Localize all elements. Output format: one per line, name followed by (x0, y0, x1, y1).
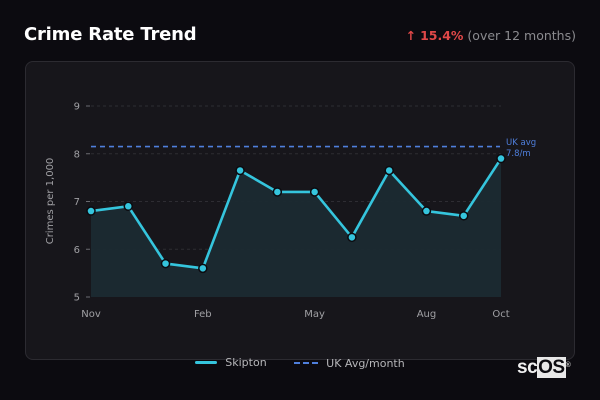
legend-item-uk-avg[interactable]: UK Avg/month (294, 357, 405, 370)
y-tick-label: 5 (74, 293, 80, 304)
data-point[interactable] (198, 263, 208, 274)
x-tick-label: May (304, 309, 325, 320)
data-point[interactable] (347, 232, 357, 243)
x-tick-label: Nov (81, 309, 101, 320)
data-point[interactable] (421, 206, 432, 216)
change-percent: 15.4% (420, 28, 464, 43)
x-axis-ticks: Nov Feb May Aug Oct (81, 309, 509, 320)
avg-annotation-line2: 7.8/m (506, 149, 531, 159)
series-area-fill (91, 158, 501, 297)
legend-label-skipton: Skipton (225, 356, 267, 369)
y-tick-label: 7 (74, 197, 80, 208)
skipton-series-line (90, 157, 503, 270)
data-point[interactable] (384, 165, 394, 176)
scos-logo: scOS® (517, 357, 571, 378)
data-point[interactable] (123, 201, 134, 212)
data-point[interactable] (458, 211, 469, 221)
x-tick-label: Aug (417, 309, 437, 320)
change-period: (over 12 months) (467, 28, 576, 43)
y-tick-label: 9 (74, 102, 80, 113)
change-indicator: ↑ 15.4% (over 12 months) (406, 28, 576, 43)
logo-text-boxed: OS (537, 357, 566, 378)
y-tick-label: 8 (74, 149, 80, 160)
legend-label-uk-avg: UK Avg/month (326, 356, 405, 370)
x-tick-label: Feb (194, 309, 212, 320)
y-axis-label: Crimes per 1,000 (45, 158, 56, 245)
chart-legend: Skipton UK Avg/month (0, 354, 600, 370)
data-point[interactable] (496, 153, 506, 164)
logo-text: sc (517, 357, 538, 378)
y-axis-ticks: 5 6 7 8 9 (74, 102, 90, 304)
data-point[interactable] (86, 206, 96, 216)
solid-line-swatch-icon (195, 361, 218, 364)
avg-annotation-line1: UK avg (506, 138, 536, 148)
legend-item-skipton[interactable]: Skipton (195, 356, 267, 369)
y-tick-label: 6 (74, 245, 80, 256)
data-point[interactable] (235, 165, 245, 176)
data-point[interactable] (160, 258, 171, 269)
dashed-line-swatch-icon (294, 362, 319, 364)
trend-up-arrow-icon: ↑ (405, 28, 417, 43)
data-point[interactable] (272, 187, 283, 197)
registered-mark: ® (565, 362, 571, 369)
x-tick-label: Oct (492, 309, 509, 320)
series-points (86, 153, 506, 274)
chart-title: Crime Rate Trend (24, 24, 197, 45)
data-point[interactable] (309, 187, 320, 197)
